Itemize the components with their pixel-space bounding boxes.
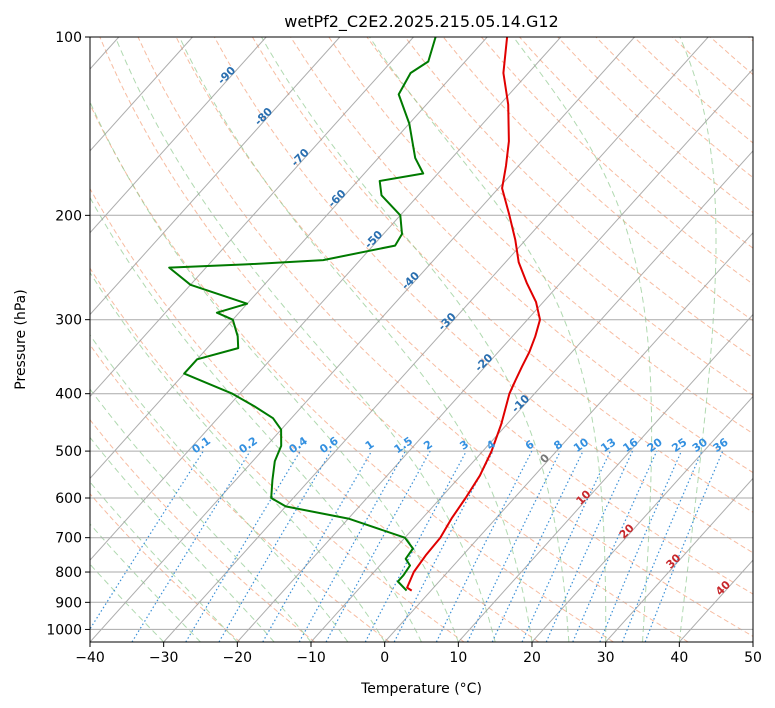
axis-layer: −40 −30 −20 −10 0 10 20 30 40 50 100 200 300 400 500 60… [46, 30, 762, 666]
isotherm [90, 37, 414, 398]
isotherm [90, 37, 488, 480]
isotherm [384, 232, 753, 642]
mixing-ratio-line [621, 450, 703, 642]
isotherm [605, 477, 753, 642]
dry-adiabat [90, 103, 614, 642]
y-tick-label: 400 [55, 387, 82, 403]
chart-title: wetPf2_C2E2.2025.215.05.14.G12 [284, 12, 558, 32]
moist-adiabat [261, 37, 570, 642]
x-tick-label: 10 [449, 650, 467, 666]
isotherm [90, 37, 562, 561]
mixing-ratio-line [364, 450, 467, 642]
data-layer [168, 37, 541, 592]
dry-adiabat [442, 37, 753, 322]
isotherm [163, 37, 709, 642]
dry-adiabat [251, 37, 753, 513]
isotherm [90, 37, 341, 316]
dry-adiabat [328, 37, 753, 435]
y-tick-label: 500 [55, 444, 82, 460]
mixing-ratio-line [298, 450, 406, 642]
moist-adiabat [678, 37, 717, 642]
mixing-ratio-line [435, 450, 533, 642]
x-tick-label: −20 [223, 650, 253, 666]
dry-adiabat [175, 37, 753, 595]
y-tick-label: 900 [55, 595, 82, 611]
moist-adiabat [512, 37, 653, 642]
mixing-ratio-line [599, 450, 682, 642]
temperature-profile-line [406, 37, 541, 592]
isotherm [457, 313, 753, 642]
x-tick-label: 0 [380, 650, 389, 666]
dewpoint-profile-line [168, 37, 437, 592]
x-tick-label: −10 [296, 650, 326, 666]
y-tick-label: 1000 [46, 622, 82, 638]
moist-adiabat [90, 481, 238, 642]
y-axis-label: Pressure (hPa) [13, 289, 29, 389]
moist-adiabat [369, 37, 607, 642]
moist-adiabat [90, 100, 459, 642]
mixing-ratio-line [90, 450, 204, 631]
x-tick-label: 30 [597, 650, 615, 666]
grid-layer [90, 37, 753, 642]
moist-adiabat [90, 334, 349, 642]
y-tick-label: 100 [55, 30, 82, 46]
plot-frame [89, 36, 754, 643]
y-tick-label: 800 [55, 565, 82, 581]
moist-adiabat [178, 37, 533, 642]
x-tick-label: −40 [75, 650, 105, 666]
dry-adiabat [90, 418, 316, 642]
moist-adiabat [90, 271, 386, 642]
x-tick-label: 20 [523, 650, 541, 666]
isotherm [90, 37, 267, 234]
x-axis-label: Temperature (°C) [360, 681, 482, 697]
y-tick-label: 600 [55, 491, 82, 507]
moist-adiabat [90, 436, 275, 642]
dry-adiabat [481, 37, 753, 285]
mixing-ratio-line [325, 450, 431, 642]
isotherm [531, 395, 753, 642]
dry-adiabat [90, 344, 390, 642]
dry-adiabat [99, 37, 689, 642]
dry-adiabat [366, 37, 753, 396]
isotherm [90, 37, 193, 152]
x-tick-label: 50 [744, 650, 762, 666]
x-tick-label: 40 [670, 650, 688, 666]
y-tick-label: 300 [55, 313, 82, 329]
isotherm [90, 37, 635, 642]
mixing-ratio-line [572, 450, 658, 642]
y-tick-label: 200 [55, 208, 82, 224]
dry-adiabat [90, 267, 465, 642]
isotherm [310, 150, 753, 642]
mixing-ratio-line [545, 450, 634, 642]
mixing-ratio-line [131, 450, 251, 642]
y-tick-label: 700 [55, 531, 82, 547]
moist-adiabat [114, 37, 496, 642]
isotherm [236, 68, 753, 642]
mixing-ratio-line [644, 450, 724, 642]
x-tick-label: −30 [149, 650, 179, 666]
dry-adiabat [90, 187, 540, 642]
